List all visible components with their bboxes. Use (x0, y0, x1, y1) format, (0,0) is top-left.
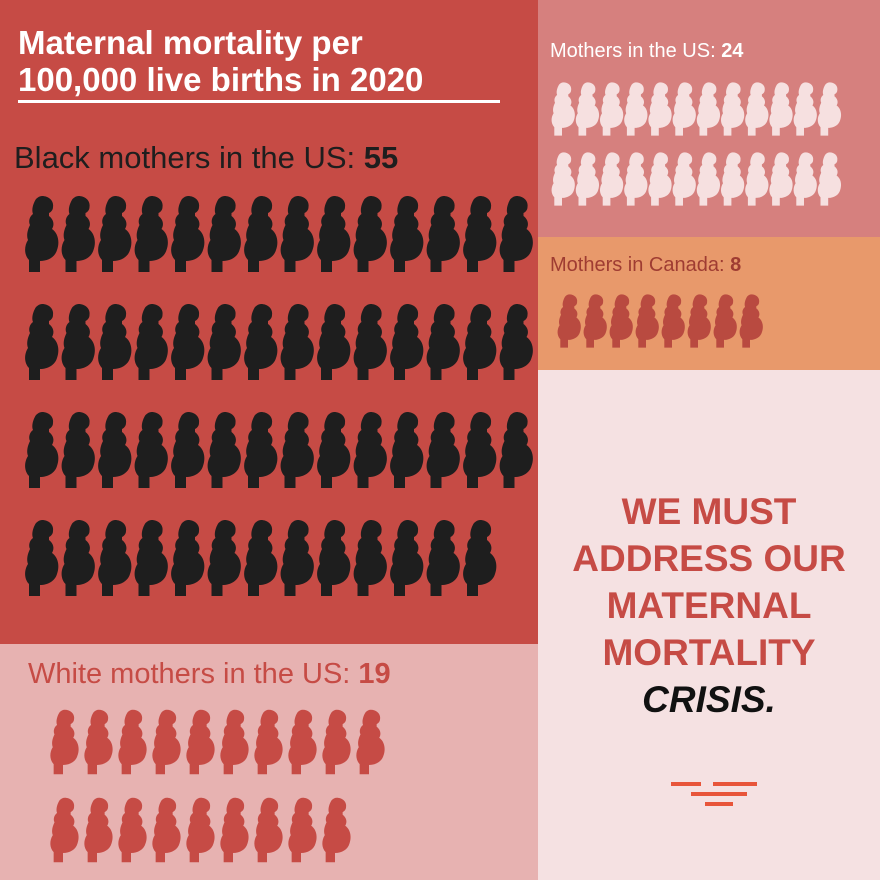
cta-line-3: MATERNAL (606, 585, 812, 626)
logo-bar (705, 802, 733, 806)
brand-logo-icon (671, 782, 757, 806)
white-mothers-label-text: White mothers in the US: (28, 658, 351, 690)
us-mothers-value: 24 (721, 40, 744, 62)
us-mothers-label: Mothers in the US: 24 (550, 40, 743, 63)
canada-mothers-label-text: Mothers in Canada: (550, 254, 725, 276)
title-line-1: Maternal mortality per (18, 24, 363, 61)
cta-line-4: MORTALITY (602, 632, 816, 673)
white-mothers-label: White mothers in the US: 19 (28, 658, 391, 691)
canada-mothers-label: Mothers in Canada: 8 (550, 254, 741, 277)
page-title: Maternal mortality per 100,000 live birt… (18, 24, 500, 98)
title-line-2: 100,000 live births in 2020 (18, 61, 424, 98)
cta-line-2: ADDRESS OUR (572, 538, 846, 579)
cta-line-1: WE MUST (621, 491, 797, 532)
black-mothers-value: 55 (363, 140, 399, 175)
logo-bar (671, 782, 701, 786)
logo-bar (713, 782, 757, 786)
logo-bar (691, 792, 747, 796)
cta-emphasis: CRISIS. (642, 679, 776, 720)
panel-us-mothers (538, 0, 880, 237)
white-mothers-value: 19 (358, 658, 391, 690)
black-mothers-label-text: Black mothers in the US: (14, 140, 356, 175)
call-to-action: WE MUST ADDRESS OUR MATERNAL MORTALITY C… (538, 488, 880, 723)
title-underline (18, 100, 500, 103)
us-mothers-label-text: Mothers in the US: (550, 40, 716, 62)
black-mothers-label: Black mothers in the US: 55 (14, 140, 398, 176)
canada-mothers-value: 8 (730, 254, 742, 276)
